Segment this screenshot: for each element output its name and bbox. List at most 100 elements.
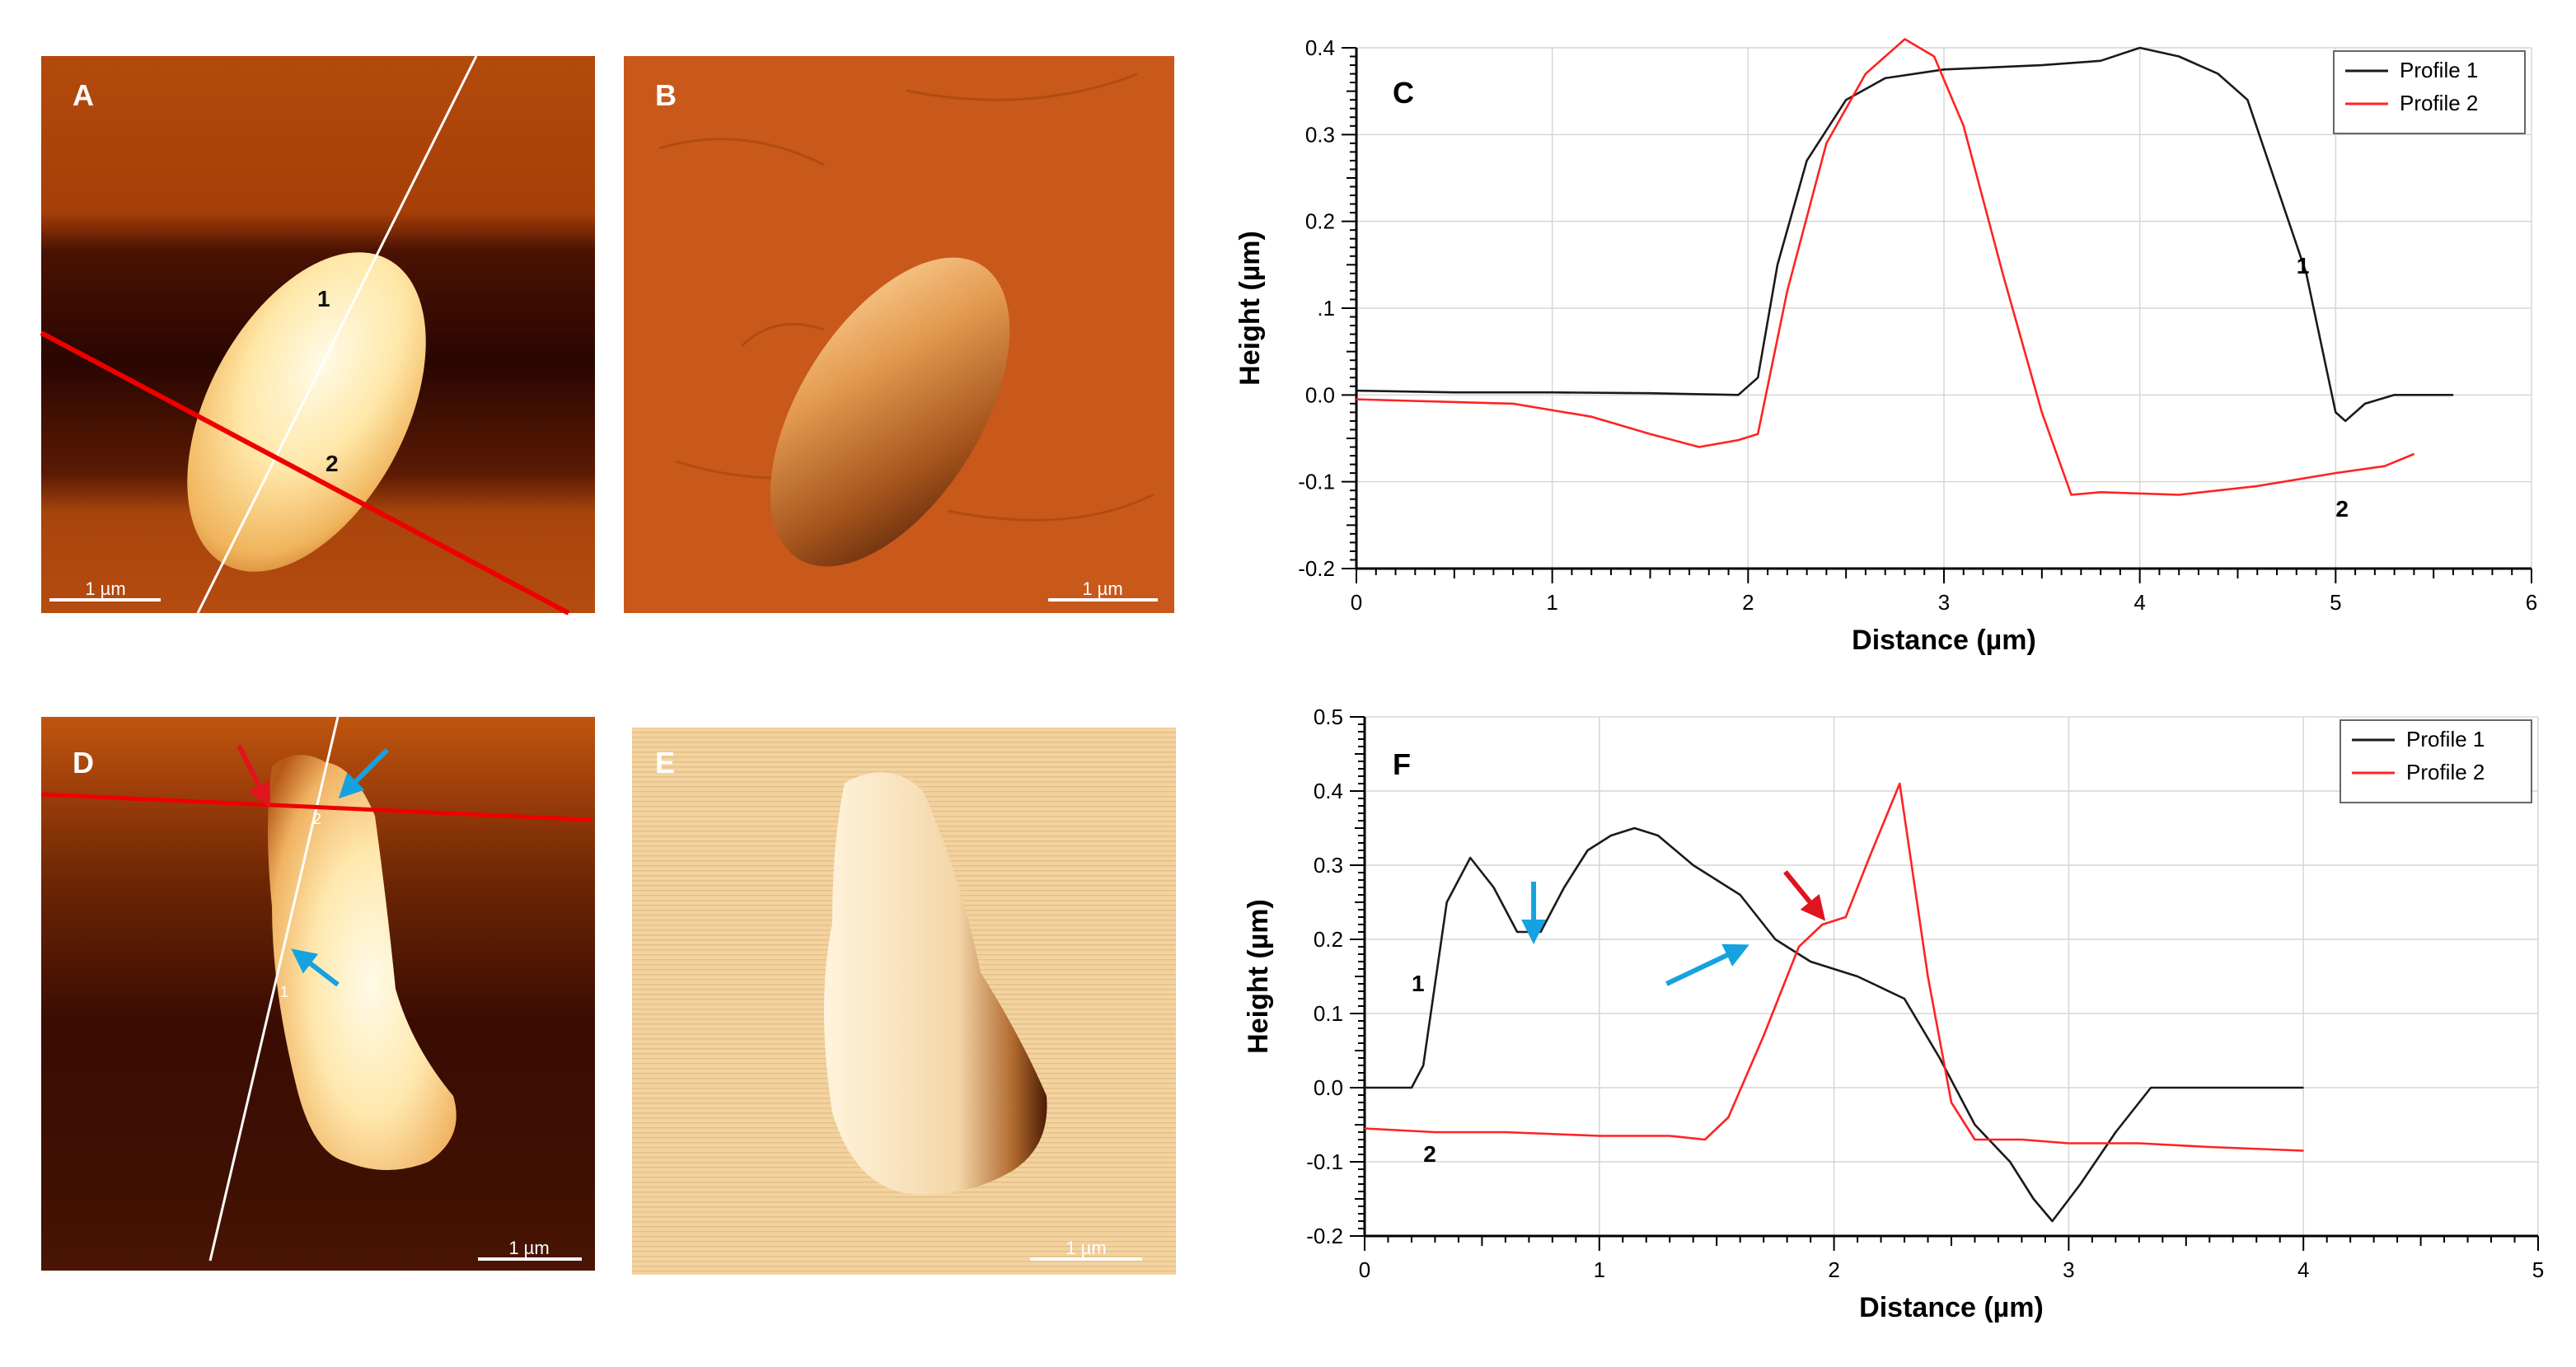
chart-series-line-1 xyxy=(1356,46,2453,423)
image-d-scale-label: 1 µm xyxy=(508,1238,549,1258)
image-e-bacterium xyxy=(824,772,1047,1195)
afm-image-b: B 1 µm xyxy=(624,56,1174,613)
chart-data-point xyxy=(1649,433,1651,435)
chart-data-point xyxy=(2150,1087,2152,1088)
chart-annotation-arrow-blue xyxy=(1665,943,1749,986)
chart-y-tick-label: 0.2 xyxy=(1305,209,1335,234)
image-d-blue-arrow-top xyxy=(338,747,390,799)
chart-y-tick-label: -0.1 xyxy=(1306,1149,1343,1174)
chart-data-point xyxy=(2276,185,2278,188)
chart-series-line-2 xyxy=(1356,38,2414,496)
chart-data-point xyxy=(1974,1124,1976,1126)
chart-data-point xyxy=(2041,64,2043,66)
chart-x-tick-label: 1 xyxy=(1594,1257,1605,1282)
chart-data-point xyxy=(1469,857,1471,859)
chart-data-point xyxy=(1810,961,1811,962)
chart-y-tick-label: .1 xyxy=(1317,296,1335,321)
chart-data-point xyxy=(2139,47,2141,49)
chart-x-tick-label: 1 xyxy=(1546,590,1557,615)
image-a-profile-line-2 xyxy=(40,330,570,616)
chart-y-axis-label: Height (µm) xyxy=(1234,231,1266,386)
chart-data-point xyxy=(2302,1149,2304,1152)
chart-data-point xyxy=(1411,1087,1412,1088)
chart-data-point xyxy=(2021,1139,2023,1140)
image-a-mark-2: 2 xyxy=(326,451,339,476)
chart-data-point xyxy=(1737,394,1740,396)
chart-data-point xyxy=(2002,273,2003,274)
chart-data-point xyxy=(1364,1087,1365,1088)
chart-legend-box xyxy=(2339,719,2532,803)
image-a-profile-line-1 xyxy=(196,55,478,614)
chart-data-point xyxy=(1590,416,1592,418)
chart-c-panel-label: C xyxy=(1393,76,1414,110)
chart-x-tick-label: 6 xyxy=(2526,590,2537,615)
chart-data-point xyxy=(1657,835,1659,836)
chart-data-point xyxy=(2335,472,2336,474)
chart-y-tick-label: -0.2 xyxy=(1298,556,1335,581)
chart-data-point xyxy=(1446,901,1448,903)
image-a-bacterium xyxy=(187,252,426,572)
chart-data-point xyxy=(1737,439,1740,441)
image-d-profile-line-2 xyxy=(40,792,592,822)
chart-x-axis-label: Distance (µm) xyxy=(1859,1292,2044,1323)
chart-data-point xyxy=(1806,160,1808,162)
chart-x-tick-label: 4 xyxy=(2133,590,2145,615)
chart-y-tick-label: 0.1 xyxy=(1314,1001,1343,1026)
chart-data-point xyxy=(1633,827,1636,829)
chart-y-tick-label: 0.5 xyxy=(1314,705,1343,729)
image-d-label: D xyxy=(73,746,94,779)
chart-f: F 0 1 2 3 4 5 -0.2 -0.1 0.0 0.1 0.2 0.3 0.4 0.5 Distan… xyxy=(1243,705,2544,1323)
chart-data-point xyxy=(1974,1139,1976,1140)
chart-data-point xyxy=(1704,1139,1706,1140)
afm-image-a: A 1 2 1 µm xyxy=(40,55,595,616)
chart-data-point xyxy=(1933,55,1935,58)
chart-data-point xyxy=(1845,916,1847,918)
image-a-label: A xyxy=(73,78,94,112)
chart-data-point xyxy=(1757,377,1759,378)
chart-y-tick-label: 0.4 xyxy=(1305,35,1335,60)
chart-y-tick-label: 0.3 xyxy=(1305,122,1335,147)
chart-x-axis-label: Distance (µm) xyxy=(1852,625,2036,656)
chart-data-point xyxy=(1552,391,1553,393)
chart-data-point xyxy=(1512,403,1514,405)
chart-legend-box xyxy=(2333,50,2526,134)
chart-data-point xyxy=(2302,1087,2304,1088)
chart-data-point xyxy=(2246,99,2248,101)
image-d-red-arrow xyxy=(237,744,270,808)
chart-annotation-arrow-red xyxy=(1783,870,1826,921)
chart-y-tick-label: 0.4 xyxy=(1314,779,1343,803)
image-d-blue-arrow-middle xyxy=(291,948,340,987)
chart-data-point xyxy=(1364,1127,1365,1130)
chart-data-point xyxy=(1649,392,1651,394)
chart-data-point xyxy=(1865,73,1866,75)
chart-data-point xyxy=(2394,394,2396,396)
chart-legend-entry-1: Profile 1 xyxy=(2406,727,2485,751)
chart-x-tick-label: 3 xyxy=(1938,590,1950,615)
image-b-label: B xyxy=(655,78,677,112)
chart-legend-entry-2: Profile 2 xyxy=(2406,760,2485,784)
image-d-mark-2: 2 xyxy=(313,811,321,827)
chart-data-point xyxy=(1943,68,1945,70)
chart-legend-entry-2: Profile 2 xyxy=(2400,91,2478,115)
chart-series-label-1: 1 xyxy=(1412,971,1425,996)
chart-data-point xyxy=(2344,420,2346,422)
chart-y-axis-label: Height (µm) xyxy=(1243,899,1274,1054)
chart-data-point xyxy=(1505,1131,1506,1133)
chart-data-point xyxy=(1899,783,1900,784)
chart-data-point xyxy=(2138,1142,2140,1145)
chart-data-point xyxy=(1963,125,1965,127)
chart-y-tick-label: -0.2 xyxy=(1306,1224,1343,1248)
chart-data-point xyxy=(2178,494,2180,496)
chart-series-label-2: 2 xyxy=(2335,496,2349,522)
chart-data-point xyxy=(1798,946,1800,948)
image-d-bacterium xyxy=(268,755,457,1170)
chart-data-point xyxy=(2080,1183,2082,1185)
chart-x-tick-label: 2 xyxy=(1742,590,1754,615)
chart-series-label-1: 1 xyxy=(2297,253,2310,279)
chart-data-point xyxy=(1540,931,1542,933)
image-a-scale-label: 1 µm xyxy=(85,578,125,599)
chart-x-tick-label: 2 xyxy=(1828,1257,1839,1282)
chart-data-point xyxy=(1845,99,1847,101)
chart-data-point xyxy=(1904,38,1906,40)
